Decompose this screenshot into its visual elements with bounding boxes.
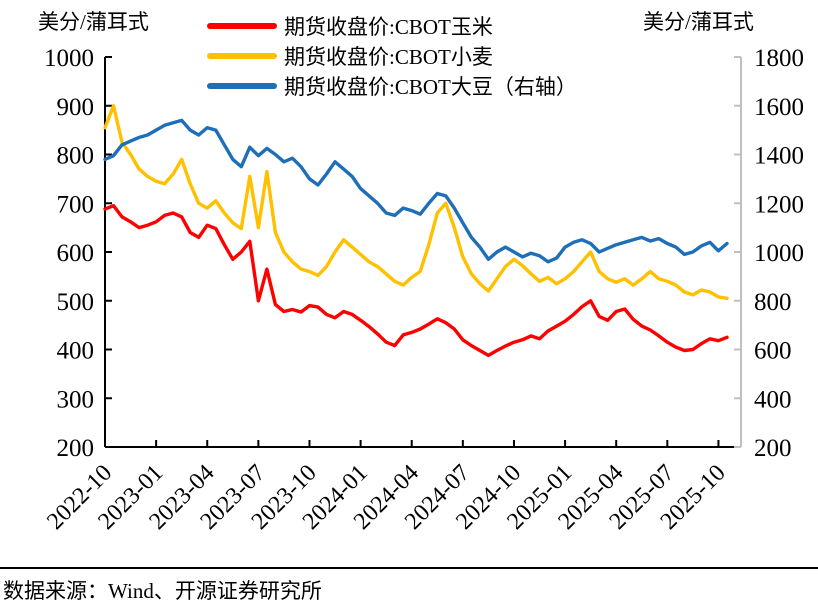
y-tick-label-left: 900 [57, 94, 95, 121]
y-tick-label-right: 1200 [754, 191, 804, 218]
y-tick-label-right: 800 [754, 289, 792, 316]
legend-label: 期货收盘价:CBOT玉米 [284, 15, 493, 39]
y-tick-label-right: 200 [754, 435, 792, 462]
y-tick-label-left: 200 [57, 435, 95, 462]
y-tick-label-left: 600 [57, 240, 95, 267]
price-line-chart: 1000 900 800 700 600 500 400 300 200 1800 1600 1400… [42, 45, 804, 535]
y-tick-label-right: 600 [754, 338, 792, 365]
legend-label: 期货收盘价:CBOT小麦 [284, 45, 493, 69]
right-axis-unit-label: 美分/蒲耳式 [643, 10, 754, 34]
corn-line-swatch [207, 23, 277, 29]
y-tick-label-left: 300 [57, 386, 95, 413]
wheat-line-swatch [207, 53, 277, 59]
data-source-note: 数据来源：Wind、开源证券研究所 [3, 579, 322, 603]
footer-divider [0, 567, 818, 569]
y-tick-label-right: 1000 [754, 240, 804, 267]
y-tick-label-right: 1600 [754, 94, 804, 121]
legend-item-wheat: 期货收盘价:CBOT小麦 [207, 43, 577, 69]
corn-price-line [103, 203, 729, 358]
y-tick-label-left: 1000 [44, 45, 94, 72]
y-tick-label-left: 400 [57, 338, 95, 365]
y-tick-label-left: 700 [57, 191, 95, 218]
legend-item-soybean: 期货收盘价:CBOT大豆（右轴） [207, 73, 577, 99]
y-tick-label-left: 500 [57, 289, 95, 316]
legend-item-corn: 期货收盘价:CBOT玉米 [207, 13, 577, 39]
legend-label: 期货收盘价:CBOT大豆（右轴） [284, 75, 577, 99]
chart-legend: 期货收盘价:CBOT玉米 期货收盘价:CBOT小麦 期货收盘价:CBOT大豆（右… [207, 13, 577, 99]
soybean-line-swatch [207, 83, 277, 89]
y-tick-label-left: 800 [57, 143, 95, 170]
y-tick-label-right: 1800 [754, 45, 804, 72]
y-tick-label-right: 400 [754, 386, 792, 413]
soybean-price-line [103, 118, 729, 264]
wheat-price-line [103, 104, 729, 300]
left-axis-unit-label: 美分/蒲耳式 [38, 10, 149, 34]
y-tick-label-right: 1400 [754, 143, 804, 170]
